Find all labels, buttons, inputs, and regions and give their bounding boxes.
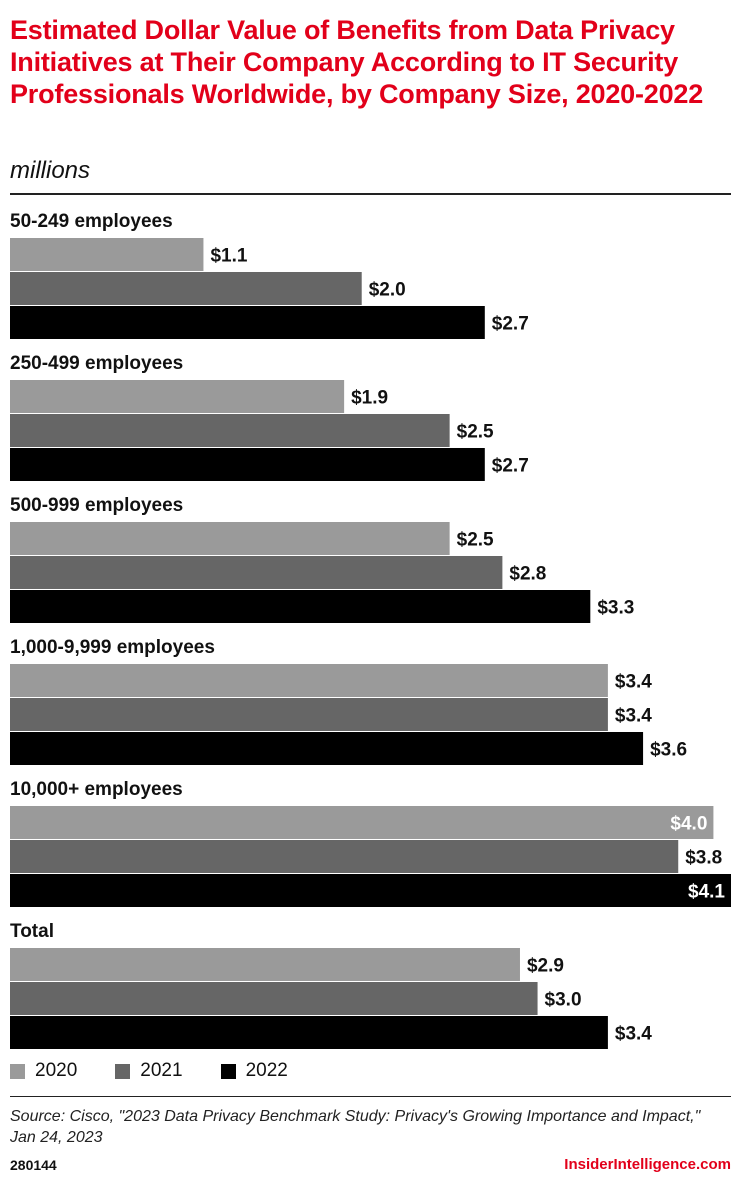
- value-label-500-999-employees-2021: $2.8: [509, 564, 546, 585]
- legend-item-2021: 2021: [115, 1060, 183, 1082]
- value-label-10-000-employees-2022: $4.1: [688, 882, 725, 903]
- bar-1-000-9-999-employees-2020: [10, 664, 608, 697]
- value-label-250-499-employees-2021: $2.5: [457, 422, 494, 443]
- value-label-1-000-9-999-employees-2022: $3.6: [650, 740, 687, 761]
- category-label-250-499-employees: 250-499 employees: [10, 353, 183, 374]
- value-label-1-000-9-999-employees-2021: $3.4: [615, 706, 652, 727]
- bar-500-999-employees-2021: [10, 556, 503, 589]
- bar-10-000-employees-2022: [10, 874, 731, 907]
- legend-item-2020: 2020: [10, 1060, 77, 1082]
- value-label-1-000-9-999-employees-2020: $3.4: [615, 672, 652, 693]
- bar-50-249-employees-2021: [10, 272, 362, 305]
- value-label-500-999-employees-2020: $2.5: [457, 530, 494, 551]
- bar-250-499-employees-2020: [10, 380, 345, 413]
- legend-label-2022: 2022: [245, 1060, 288, 1081]
- bottom-divider: [10, 1096, 731, 1097]
- value-label-500-999-employees-2022: $3.3: [597, 598, 634, 619]
- legend-swatch-2020: [10, 1063, 25, 1079]
- value-label-total-2022: $3.4: [615, 1024, 652, 1045]
- bar-250-499-employees-2021: [10, 414, 450, 447]
- category-label-50-249-employees: 50-249 employees: [10, 211, 173, 232]
- value-label-250-499-employees-2022: $2.7: [492, 456, 529, 477]
- value-label-total-2021: $3.0: [545, 990, 582, 1011]
- value-label-250-499-employees-2020: $1.9: [351, 388, 388, 409]
- bar-10-000-employees-2020: [10, 806, 714, 839]
- chart-subtitle: millions: [10, 157, 91, 184]
- category-label-total: Total: [10, 921, 54, 942]
- bar-50-249-employees-2022: [10, 306, 485, 339]
- source-note: Source: Cisco, "2023 Data Privacy Benchm…: [10, 1108, 701, 1146]
- bar-250-499-employees-2022: [10, 448, 485, 481]
- legend-label-2021: 2021: [140, 1060, 183, 1081]
- value-label-10-000-employees-2020: $4.0: [670, 814, 707, 835]
- value-label-50-249-employees-2021: $2.0: [369, 280, 406, 301]
- category-label-500-999-employees: 500-999 employees: [10, 495, 183, 516]
- bar-total-2022: [10, 1016, 608, 1049]
- bar-50-249-employees-2020: [10, 238, 204, 271]
- value-label-50-249-employees-2022: $2.7: [492, 314, 529, 335]
- bar-1-000-9-999-employees-2022: [10, 732, 644, 765]
- category-label-1-000-9-999-employees: 1,000-9,999 employees: [10, 637, 215, 658]
- legend: 2020 2021 2022: [10, 1060, 326, 1082]
- bar-500-999-employees-2020: [10, 522, 450, 555]
- legend-swatch-2022: [220, 1063, 236, 1079]
- chart-title: Estimated Dollar Value of Benefits from …: [10, 15, 704, 109]
- bar-500-999-employees-2022: [10, 590, 591, 623]
- category-label-10-000-employees: 10,000+ employees: [10, 779, 183, 800]
- value-label-50-249-employees-2020: $1.1: [210, 246, 247, 267]
- bar-total-2020: [10, 948, 520, 981]
- legend-label-2020: 2020: [35, 1060, 78, 1081]
- legend-swatch-2021: [115, 1063, 131, 1079]
- value-label-10-000-employees-2021: $3.8: [685, 848, 722, 869]
- value-label-total-2020: $2.9: [527, 956, 564, 977]
- bar-10-000-employees-2021: [10, 840, 679, 873]
- brand-link[interactable]: InsiderIntelligence.com: [564, 1156, 731, 1173]
- chart-id: 280144: [10, 1157, 57, 1173]
- bar-1-000-9-999-employees-2021: [10, 698, 608, 731]
- legend-item-2022: 2022: [220, 1060, 288, 1082]
- top-divider: [10, 193, 731, 195]
- bar-total-2021: [10, 982, 538, 1015]
